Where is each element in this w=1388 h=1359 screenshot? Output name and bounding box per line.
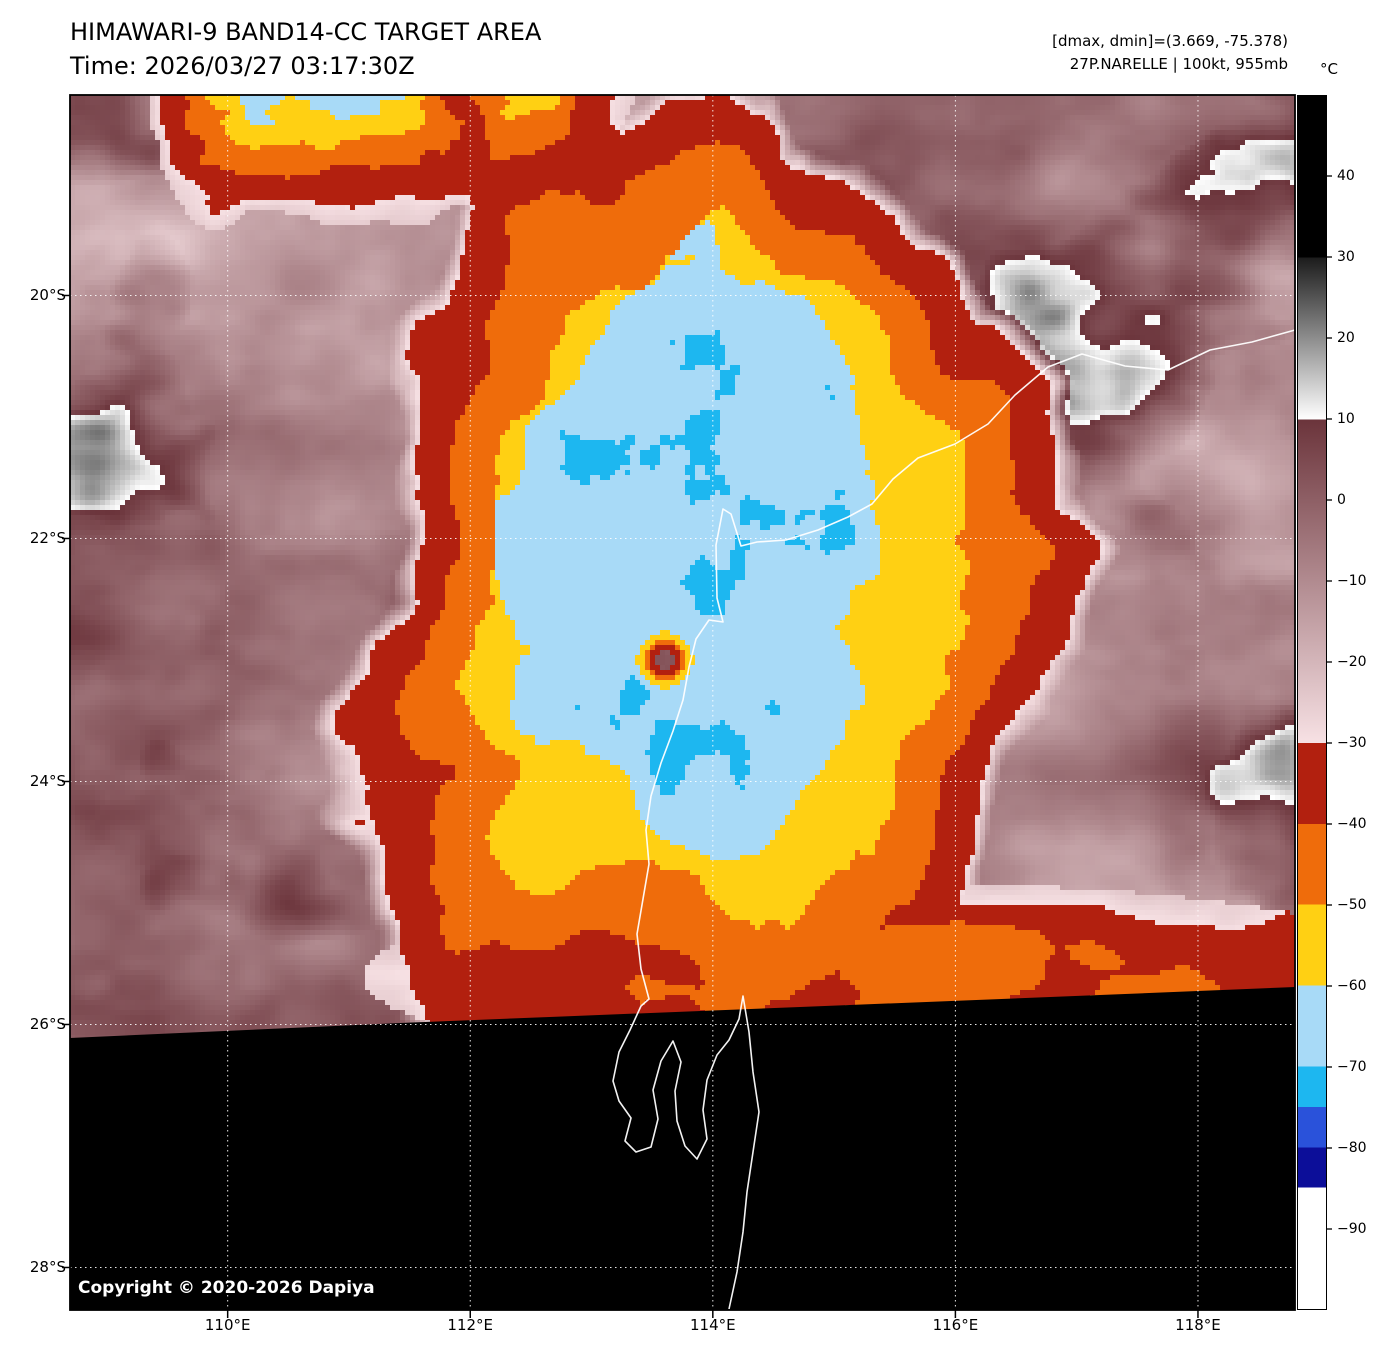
colorbar-tick-label: 10 xyxy=(1337,411,1355,427)
colorbar-tick-label: −40 xyxy=(1337,816,1367,832)
colorbar-tick-label: −70 xyxy=(1337,1059,1367,1075)
dmax-dmin-readout: [dmax, dmin]=(3.669, -75.378) xyxy=(1052,32,1288,50)
lon-tick-label: 118°E xyxy=(1175,1316,1221,1334)
lat-tick-label: 26°S xyxy=(29,1015,66,1034)
colorbar-tick-label: 0 xyxy=(1337,492,1346,508)
timestamp: Time: 2026/03/27 03:17:30Z xyxy=(70,52,415,80)
colorbar-tick-label: −20 xyxy=(1337,654,1367,670)
colorbar-tick-label: −30 xyxy=(1337,735,1367,751)
colorbar-tick-label: −50 xyxy=(1337,897,1367,913)
storm-info: 27P.NARELLE | 100kt, 955mb xyxy=(1069,55,1288,73)
colorbar-tick-label: −90 xyxy=(1337,1221,1367,1237)
colorbar-tick-label: 20 xyxy=(1337,330,1355,346)
colorbar-tick-label: −60 xyxy=(1337,978,1367,994)
lat-tick-label: 24°S xyxy=(29,772,66,791)
satellite-ir-image xyxy=(70,95,1295,1310)
lon-tick-label: 112°E xyxy=(447,1316,494,1334)
copyright-text: Copyright © 2020-2026 Dapiya xyxy=(78,1278,375,1298)
lon-tick-label: 114°E xyxy=(690,1316,736,1334)
colorbar-tick-label: 40 xyxy=(1337,168,1355,184)
lat-tick-label: 22°S xyxy=(29,529,66,548)
lat-tick-label: 20°S xyxy=(29,286,66,305)
colorbar-tick-label: −80 xyxy=(1337,1140,1367,1156)
colorbar-tick-label: 30 xyxy=(1337,249,1355,265)
colorbar-unit-label: °C xyxy=(1320,60,1338,78)
lat-tick-label: 28°S xyxy=(29,1258,66,1277)
colorbar xyxy=(1297,95,1327,1310)
lon-tick-label: 110°E xyxy=(204,1316,251,1334)
colorbar-tick-label: −10 xyxy=(1337,573,1367,589)
lon-tick-label: 116°E xyxy=(932,1316,979,1334)
product-title: HIMAWARI-9 BAND14-CC TARGET AREA xyxy=(70,18,542,46)
